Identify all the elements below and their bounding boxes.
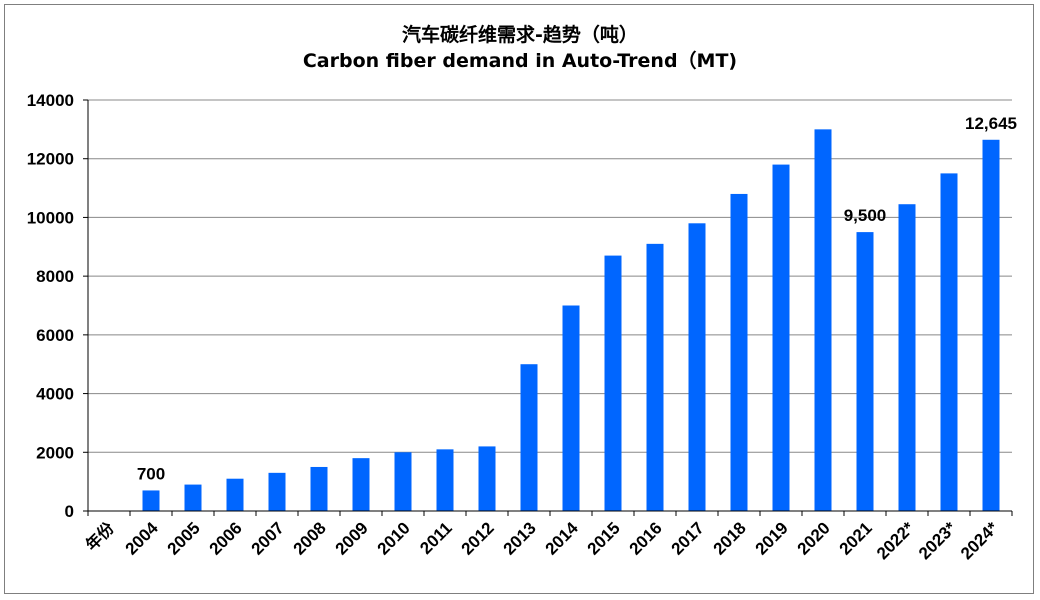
y-tick-label: 0 [65,502,74,521]
data-label: 12,645 [965,114,1017,133]
bar-2009 [352,458,370,511]
x-tick-label: 2014 [542,518,583,559]
bar-2015 [604,255,622,511]
x-tick-label: 2024* [957,518,1002,563]
data-label: 700 [137,464,165,483]
chart-subtitle: Carbon fiber demand in Auto-Trend（MT) [302,50,738,72]
x-tick-label: 2008 [290,518,330,558]
bar-2024 [982,139,1000,511]
bar-2008 [310,466,328,511]
x-tick-label: 2012 [458,518,498,558]
x-tick-label: 2013 [500,518,540,558]
bar-2012 [478,446,496,511]
bar-2023 [940,173,958,511]
bar-2019 [772,164,790,512]
x-tick-label: 2023* [915,518,960,563]
x-tick-label: 2016 [626,518,666,558]
chart-title: 汽车碳纤维需求-趋势（吨） [402,24,638,46]
bar-2011 [436,449,454,511]
data-label: 9,500 [844,206,887,225]
x-tick-label: 2022* [873,518,918,563]
x-tick-label: 2021 [836,518,876,558]
x-tick-label: 2018 [710,518,750,558]
y-tick-label: 8000 [36,267,74,286]
x-tick-label: 2019 [752,518,792,558]
y-tick-label: 12000 [27,150,74,169]
bar-2007 [268,472,286,511]
y-tick-label: 14000 [27,91,74,110]
bar-2014 [562,305,580,511]
x-tick-label: 2010 [374,518,414,558]
bar-2006 [226,478,244,511]
bar-2005 [184,484,202,511]
x-axis-title: 年份 [82,518,119,555]
y-tick-label: 6000 [36,326,74,345]
y-tick-label: 4000 [36,385,74,404]
x-tick-label: 2015 [584,518,624,558]
bar-2022 [898,204,916,512]
bar-2020 [814,129,832,511]
x-tick-label: 2007 [248,518,288,558]
bar-2016 [646,243,664,511]
x-axis-ticks: 年份 2004 2005 2006 2007 2008 2009 2010 2011 2012 20… [82,511,1013,563]
bar-2004 [142,490,160,511]
bar-2017 [688,223,706,512]
bar-2018 [730,193,748,511]
bar-2013 [520,364,538,511]
data-labels: 700 9,500 12,645 [137,114,1017,484]
y-tick-label: 2000 [36,443,74,462]
bars [142,129,1000,512]
bar-2010 [394,452,412,511]
x-tick-label: 2011 [416,518,456,558]
x-tick-label: 2020 [794,518,834,558]
x-tick-label: 2004 [122,518,163,559]
x-tick-label: 2009 [332,518,372,558]
y-axis-ticks: 0 2000 4000 6000 8000 10000 12000 14000 [27,91,88,521]
bar-2021 [856,232,874,511]
x-tick-label: 2005 [164,518,204,558]
x-tick-label: 2017 [668,518,708,558]
x-tick-label: 2006 [206,518,246,558]
y-tick-label: 10000 [27,208,74,227]
